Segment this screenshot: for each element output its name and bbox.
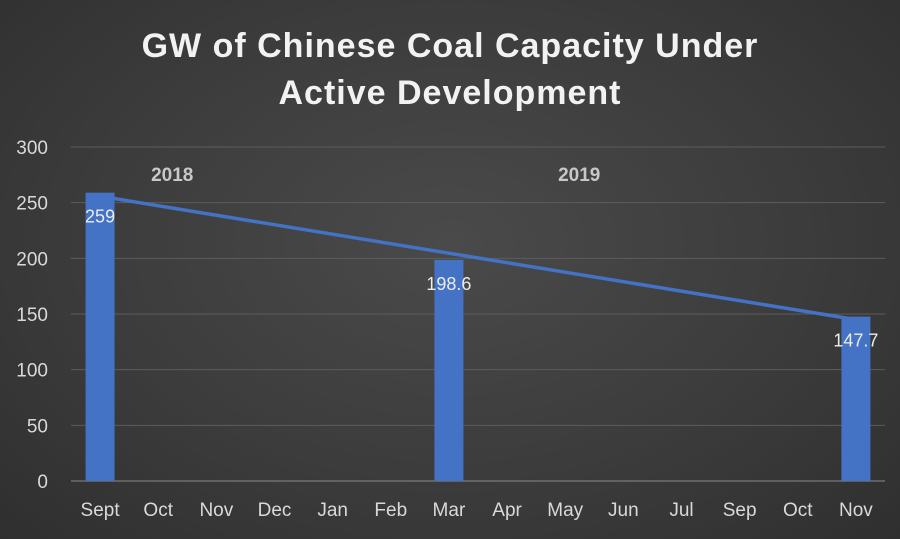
x-tick-label: Jun — [608, 500, 639, 521]
year-annotations: 2018 2019 — [151, 165, 600, 186]
x-tick-label: Oct — [143, 500, 173, 521]
data-label: 147.7 — [833, 331, 878, 351]
y-tick-label: 150 — [16, 305, 48, 326]
x-tick-label: Feb — [374, 500, 407, 521]
year-annotation: 2019 — [558, 165, 600, 186]
data-labels: 259 198.6 147.7 — [85, 207, 878, 351]
bars — [85, 192, 871, 481]
bar — [434, 259, 464, 481]
y-tick-label: 300 — [16, 138, 48, 159]
data-label: 259 — [85, 207, 115, 227]
y-tick-label: 200 — [16, 249, 48, 270]
chart-title-line-2: Active Development — [279, 74, 622, 112]
bar — [841, 316, 871, 481]
x-tick-label: Sept — [81, 500, 121, 521]
x-tick-label: Apr — [492, 500, 522, 521]
y-tick-label: 0 — [37, 472, 48, 493]
x-tick-label: Oct — [783, 500, 813, 521]
y-tick-label: 50 — [27, 416, 48, 437]
chart-title: GW of Chinese Coal Capacity Under Active… — [142, 27, 759, 112]
x-tick-label: Jan — [317, 500, 348, 521]
x-tick-label: Jul — [669, 500, 693, 521]
x-tick-label: Nov — [199, 500, 233, 521]
bar — [85, 192, 115, 481]
chart-title-line-1: GW of Chinese Coal Capacity Under — [142, 27, 759, 65]
year-annotation: 2018 — [151, 165, 193, 186]
y-tick-label: 250 — [16, 194, 48, 215]
data-label: 198.6 — [426, 274, 471, 294]
x-tick-label: Nov — [839, 500, 873, 521]
x-tick-label: Mar — [433, 500, 466, 521]
gridlines — [71, 146, 885, 482]
x-axis-tick-labels: Sept Oct Nov Dec Jan Feb Mar Apr May Jun Jul Sep Oct… — [81, 500, 874, 521]
trendline — [99, 194, 857, 322]
x-tick-label: Dec — [258, 500, 292, 521]
trendline-layer — [99, 194, 857, 322]
x-tick-label: May — [547, 500, 583, 521]
x-tick-label: Sep — [723, 500, 757, 521]
y-axis-tick-labels: 0 50 100 150 200 250 300 — [16, 138, 48, 493]
y-tick-label: 100 — [16, 361, 48, 382]
